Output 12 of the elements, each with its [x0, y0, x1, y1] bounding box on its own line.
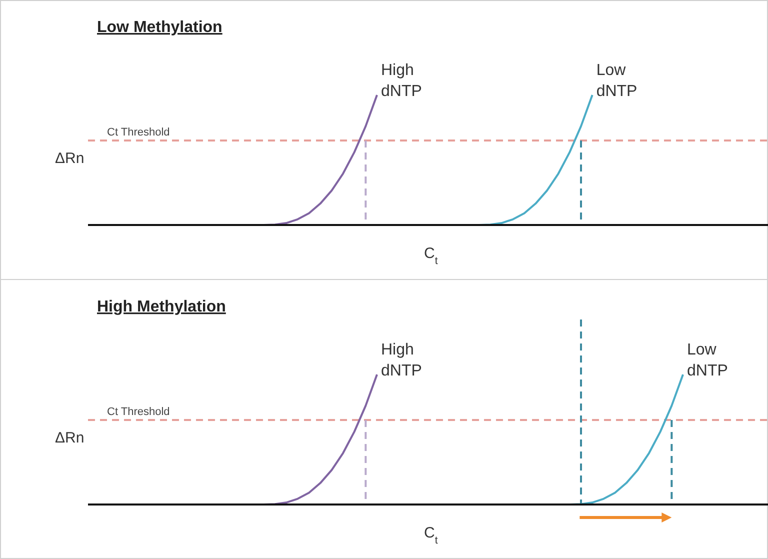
chart-title: Low Methylation [97, 19, 222, 36]
series-label: Low dNTP [687, 342, 728, 380]
series-label: High dNTP [381, 342, 422, 380]
y-axis-title: ΔRn [55, 430, 84, 446]
ref-line-label: Ct Threshold [107, 406, 170, 418]
y-axis-title: ΔRn [55, 150, 84, 167]
x-axis-title: C$_{t}$ [424, 245, 438, 267]
x-axis-title: C$_{t}$ [424, 524, 438, 546]
chart-title: High Methylation [97, 298, 226, 316]
series-label: Low dNTP [596, 62, 638, 100]
series-label: High dNTP [381, 62, 422, 100]
ref-line-label: Ct Threshold [107, 126, 170, 138]
